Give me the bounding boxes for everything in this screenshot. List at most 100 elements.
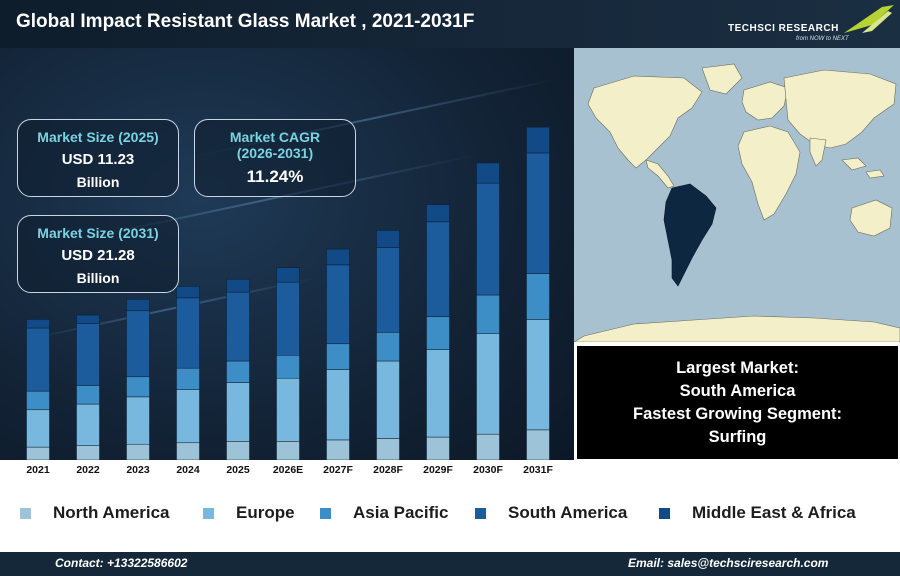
- x-tick-label: 2022: [76, 464, 100, 476]
- bar-segment-2024-south-america: [176, 297, 200, 369]
- x-tick-label: 2027F: [323, 464, 353, 476]
- x-tick-label: 2026E: [273, 464, 303, 476]
- logo-text: TECHSCI RESEARCH: [728, 23, 839, 34]
- x-tick-label: 2030F: [473, 464, 503, 476]
- world-map: [574, 48, 900, 342]
- bar-segment-2025-north-america: [226, 441, 250, 461]
- legend-swatch: [475, 508, 486, 519]
- bar-segment-2026E-europe: [276, 377, 300, 442]
- bar-segment-2021-south-america: [26, 327, 50, 392]
- x-tick-label: 2023: [126, 464, 150, 476]
- legend-swatch: [20, 508, 31, 519]
- bar-segment-2022-south-america: [76, 323, 100, 386]
- bar-segment-2028F-south-america: [376, 247, 400, 333]
- bar-segment-2025-south-america: [226, 291, 250, 362]
- bar-segment-2021-north-america: [26, 446, 50, 461]
- legend-swatch: [659, 508, 670, 519]
- bar-segment-2027F-europe: [326, 369, 350, 441]
- bar-segment-2022-middle-east-africa: [76, 314, 100, 324]
- bar-segment-2029F-asia-pacific: [426, 316, 450, 350]
- bar-segment-2028F-middle-east-africa: [376, 230, 400, 248]
- logo-swoosh-icon: [844, 5, 894, 33]
- greenland-shape: [701, 63, 743, 95]
- bar-segment-2023-north-america: [126, 443, 150, 461]
- contact-email: Email: sales@techsciresearch.com: [628, 556, 829, 570]
- southeast-asia-shape: [841, 157, 885, 179]
- stacked-bar-chart: 2021 2022 2023 2024 2025 2026E 2027F 2028F 2029F…: [0, 126, 574, 478]
- antarctica-shape: [574, 315, 900, 342]
- bar-segment-2021-middle-east-africa: [26, 319, 50, 329]
- logo-tagline: from NOW to NEXT: [796, 36, 849, 42]
- asia-shape: [783, 69, 897, 149]
- bar-segment-2027F-south-america: [326, 264, 350, 345]
- bar-segment-2029F-south-america: [426, 221, 450, 317]
- europe-shape: [741, 81, 789, 121]
- largest-market-value: South America: [679, 382, 796, 400]
- legend-label: North America: [53, 503, 170, 522]
- bar-segment-2025-europe: [226, 382, 250, 442]
- north-america-shape: [587, 75, 703, 169]
- legend-label: Asia Pacific: [353, 503, 449, 522]
- bar-segment-2023-south-america: [126, 310, 150, 378]
- bar-segment-2022-asia-pacific: [76, 385, 100, 405]
- bar-segment-2028F-europe: [376, 360, 400, 439]
- x-tick-label: 2021: [26, 464, 50, 476]
- kpi-label: Market Size (2025): [37, 129, 159, 145]
- kpi-market-size-2031: Market Size (2031) USD 21.28 Billion: [17, 215, 179, 293]
- bar-segment-2031F-asia-pacific: [526, 273, 550, 320]
- bar-segment-2028F-asia-pacific: [376, 332, 400, 362]
- bar-segment-2024-asia-pacific: [176, 367, 200, 390]
- legend-label: Middle East & Africa: [692, 503, 856, 522]
- bar-segment-2030F-asia-pacific: [476, 294, 500, 334]
- bar-segment-2021-asia-pacific: [26, 390, 50, 411]
- bar-segment-2031F-middle-east-africa: [526, 126, 550, 154]
- legend-swatch: [320, 508, 331, 519]
- bar-segment-2027F-north-america: [326, 439, 350, 461]
- kpi-label: Market CAGR: [229, 129, 321, 145]
- header-bar: Global Impact Resistant Glass Market , 2…: [0, 0, 900, 48]
- kpi-market-cagr: Market CAGR (2026-2031) 11.24%: [194, 119, 356, 197]
- kpi-unit: Billion: [76, 174, 120, 190]
- kpi-market-size-2025: Market Size (2025) USD 11.23 Billion: [17, 119, 179, 197]
- australia-shape: [849, 199, 893, 237]
- techsci-logo: TECHSCI RESEARCH from NOW to NEXT: [722, 3, 897, 45]
- page-title: Global Impact Resistant Glass Market , 2…: [16, 11, 475, 32]
- contact-phone: Contact: +13322586602: [55, 556, 188, 570]
- largest-market-label: Largest Market:: [676, 359, 799, 377]
- bar-segment-2025-middle-east-africa: [226, 278, 250, 293]
- bar-segment-2023-asia-pacific: [126, 376, 150, 398]
- bar-segment-2030F-north-america: [476, 433, 500, 461]
- bar-segment-2031F-south-america: [526, 152, 550, 274]
- bar-segment-2029F-europe: [426, 349, 450, 438]
- bar-segment-2030F-south-america: [476, 182, 500, 296]
- bar-segment-2024-north-america: [176, 442, 200, 461]
- bar-segment-2023-middle-east-africa: [126, 299, 150, 312]
- bar-segment-2027F-middle-east-africa: [326, 248, 350, 266]
- kpi-unit: Billion: [76, 270, 120, 286]
- bar-segment-2022-north-america: [76, 445, 100, 461]
- india-shape: [809, 137, 827, 167]
- bar-segment-2030F-europe: [476, 333, 500, 435]
- x-tick-label: 2025: [226, 464, 250, 476]
- world-map-graphic: [574, 48, 900, 342]
- chart-legend: North America Europe Asia Pacific South Ame…: [0, 478, 900, 552]
- bar-segment-2029F-north-america: [426, 436, 450, 461]
- insight-panel: Largest Market: South America Fastest Gr…: [576, 345, 899, 460]
- x-axis-strip: [0, 460, 574, 478]
- x-tick-label: 2024: [176, 464, 200, 476]
- bar-segment-2024-middle-east-africa: [176, 286, 200, 299]
- bar-segment-2030F-middle-east-africa: [476, 162, 500, 184]
- kpi-value: USD 21.28: [61, 247, 135, 264]
- africa-shape: [737, 125, 801, 221]
- bar-segment-2025-asia-pacific: [226, 360, 250, 383]
- bar-segment-2029F-middle-east-africa: [426, 204, 450, 223]
- x-tick-label: 2028F: [373, 464, 403, 476]
- bar-segment-2028F-north-america: [376, 438, 400, 461]
- fastest-segment-label: Fastest Growing Segment:: [632, 405, 843, 423]
- kpi-value: 11.24%: [246, 167, 304, 186]
- bar-segment-2022-europe: [76, 403, 100, 446]
- fastest-segment-value: Surfing: [708, 428, 767, 446]
- bar-segment-2023-europe: [126, 396, 150, 445]
- legend-swatch: [203, 508, 214, 519]
- bar-segment-2026E-south-america: [276, 281, 300, 356]
